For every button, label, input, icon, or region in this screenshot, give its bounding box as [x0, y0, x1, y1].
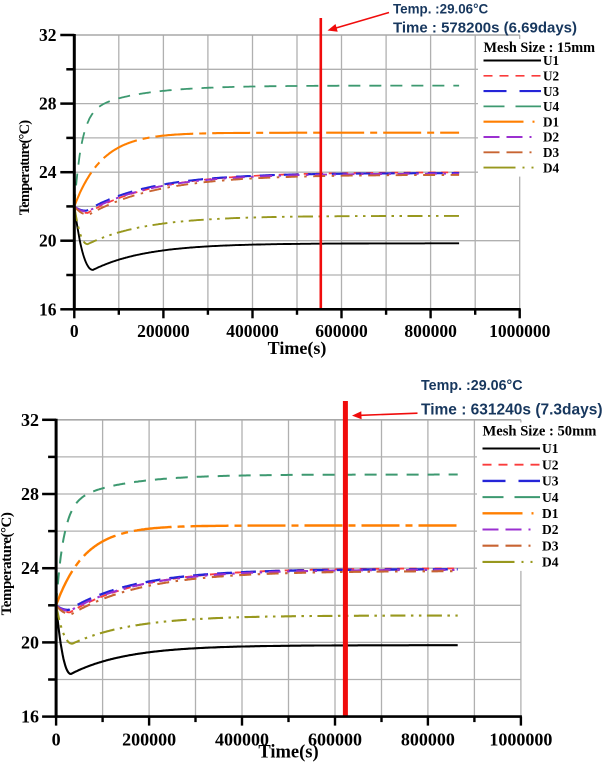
svg-text:D4: D4: [542, 555, 559, 570]
svg-text:600000: 600000: [308, 730, 362, 750]
svg-text:1000000: 1000000: [489, 321, 551, 341]
svg-text:16: 16: [39, 299, 57, 319]
svg-text:Mesh Size : 50mm: Mesh Size : 50mm: [483, 423, 597, 439]
svg-text:Temperature(°C): Temperature(°C): [0, 512, 15, 615]
svg-text:D3: D3: [543, 145, 560, 160]
svg-text:U4: U4: [543, 99, 560, 114]
svg-text:32: 32: [21, 410, 39, 430]
svg-text:28: 28: [21, 484, 39, 504]
svg-text:Time : 631240s (7.3days): Time : 631240s (7.3days): [421, 402, 603, 419]
svg-text:U3: U3: [542, 474, 559, 489]
svg-text:20: 20: [39, 231, 57, 251]
svg-text:0: 0: [70, 321, 79, 341]
svg-text:Time(s): Time(s): [268, 338, 327, 359]
svg-text:U1: U1: [543, 53, 559, 68]
svg-text:D1: D1: [542, 506, 559, 521]
svg-text:16: 16: [21, 707, 39, 727]
svg-text:D2: D2: [542, 522, 559, 537]
svg-text:Temperature(°C): Temperature(°C): [17, 120, 33, 215]
svg-text:Time(s): Time(s): [258, 743, 318, 763]
svg-text:400000: 400000: [215, 730, 269, 750]
svg-text:600000: 600000: [315, 321, 368, 341]
svg-text:400000: 400000: [226, 321, 279, 341]
svg-text:200000: 200000: [137, 321, 190, 341]
svg-text:24: 24: [21, 558, 39, 578]
svg-text:0: 0: [52, 730, 61, 750]
svg-text:Temp. :29.06°C: Temp. :29.06°C: [421, 378, 523, 394]
svg-text:U2: U2: [543, 69, 560, 84]
svg-text:800000: 800000: [401, 730, 455, 750]
svg-text:1000000: 1000000: [489, 730, 552, 750]
svg-text:20: 20: [21, 632, 39, 652]
svg-text:28: 28: [39, 94, 57, 114]
svg-text:D2: D2: [543, 130, 560, 145]
svg-text:24: 24: [39, 162, 57, 182]
svg-text:200000: 200000: [122, 730, 176, 750]
svg-text:32: 32: [39, 25, 57, 45]
svg-text:D4: D4: [543, 160, 560, 175]
svg-text:U1: U1: [542, 441, 559, 456]
svg-text:800000: 800000: [404, 321, 457, 341]
svg-text:U4: U4: [542, 490, 559, 505]
svg-text:Mesh Size : 15mm: Mesh Size : 15mm: [484, 40, 596, 56]
svg-text:U3: U3: [543, 84, 560, 99]
svg-text:U2: U2: [542, 457, 559, 472]
svg-text:D1: D1: [543, 114, 559, 129]
svg-text:D3: D3: [542, 538, 559, 553]
svg-text:Time : 578200s (6.69days): Time : 578200s (6.69days): [393, 20, 577, 37]
svg-text:Temp. :29.06°C: Temp. :29.06°C: [393, 2, 488, 17]
